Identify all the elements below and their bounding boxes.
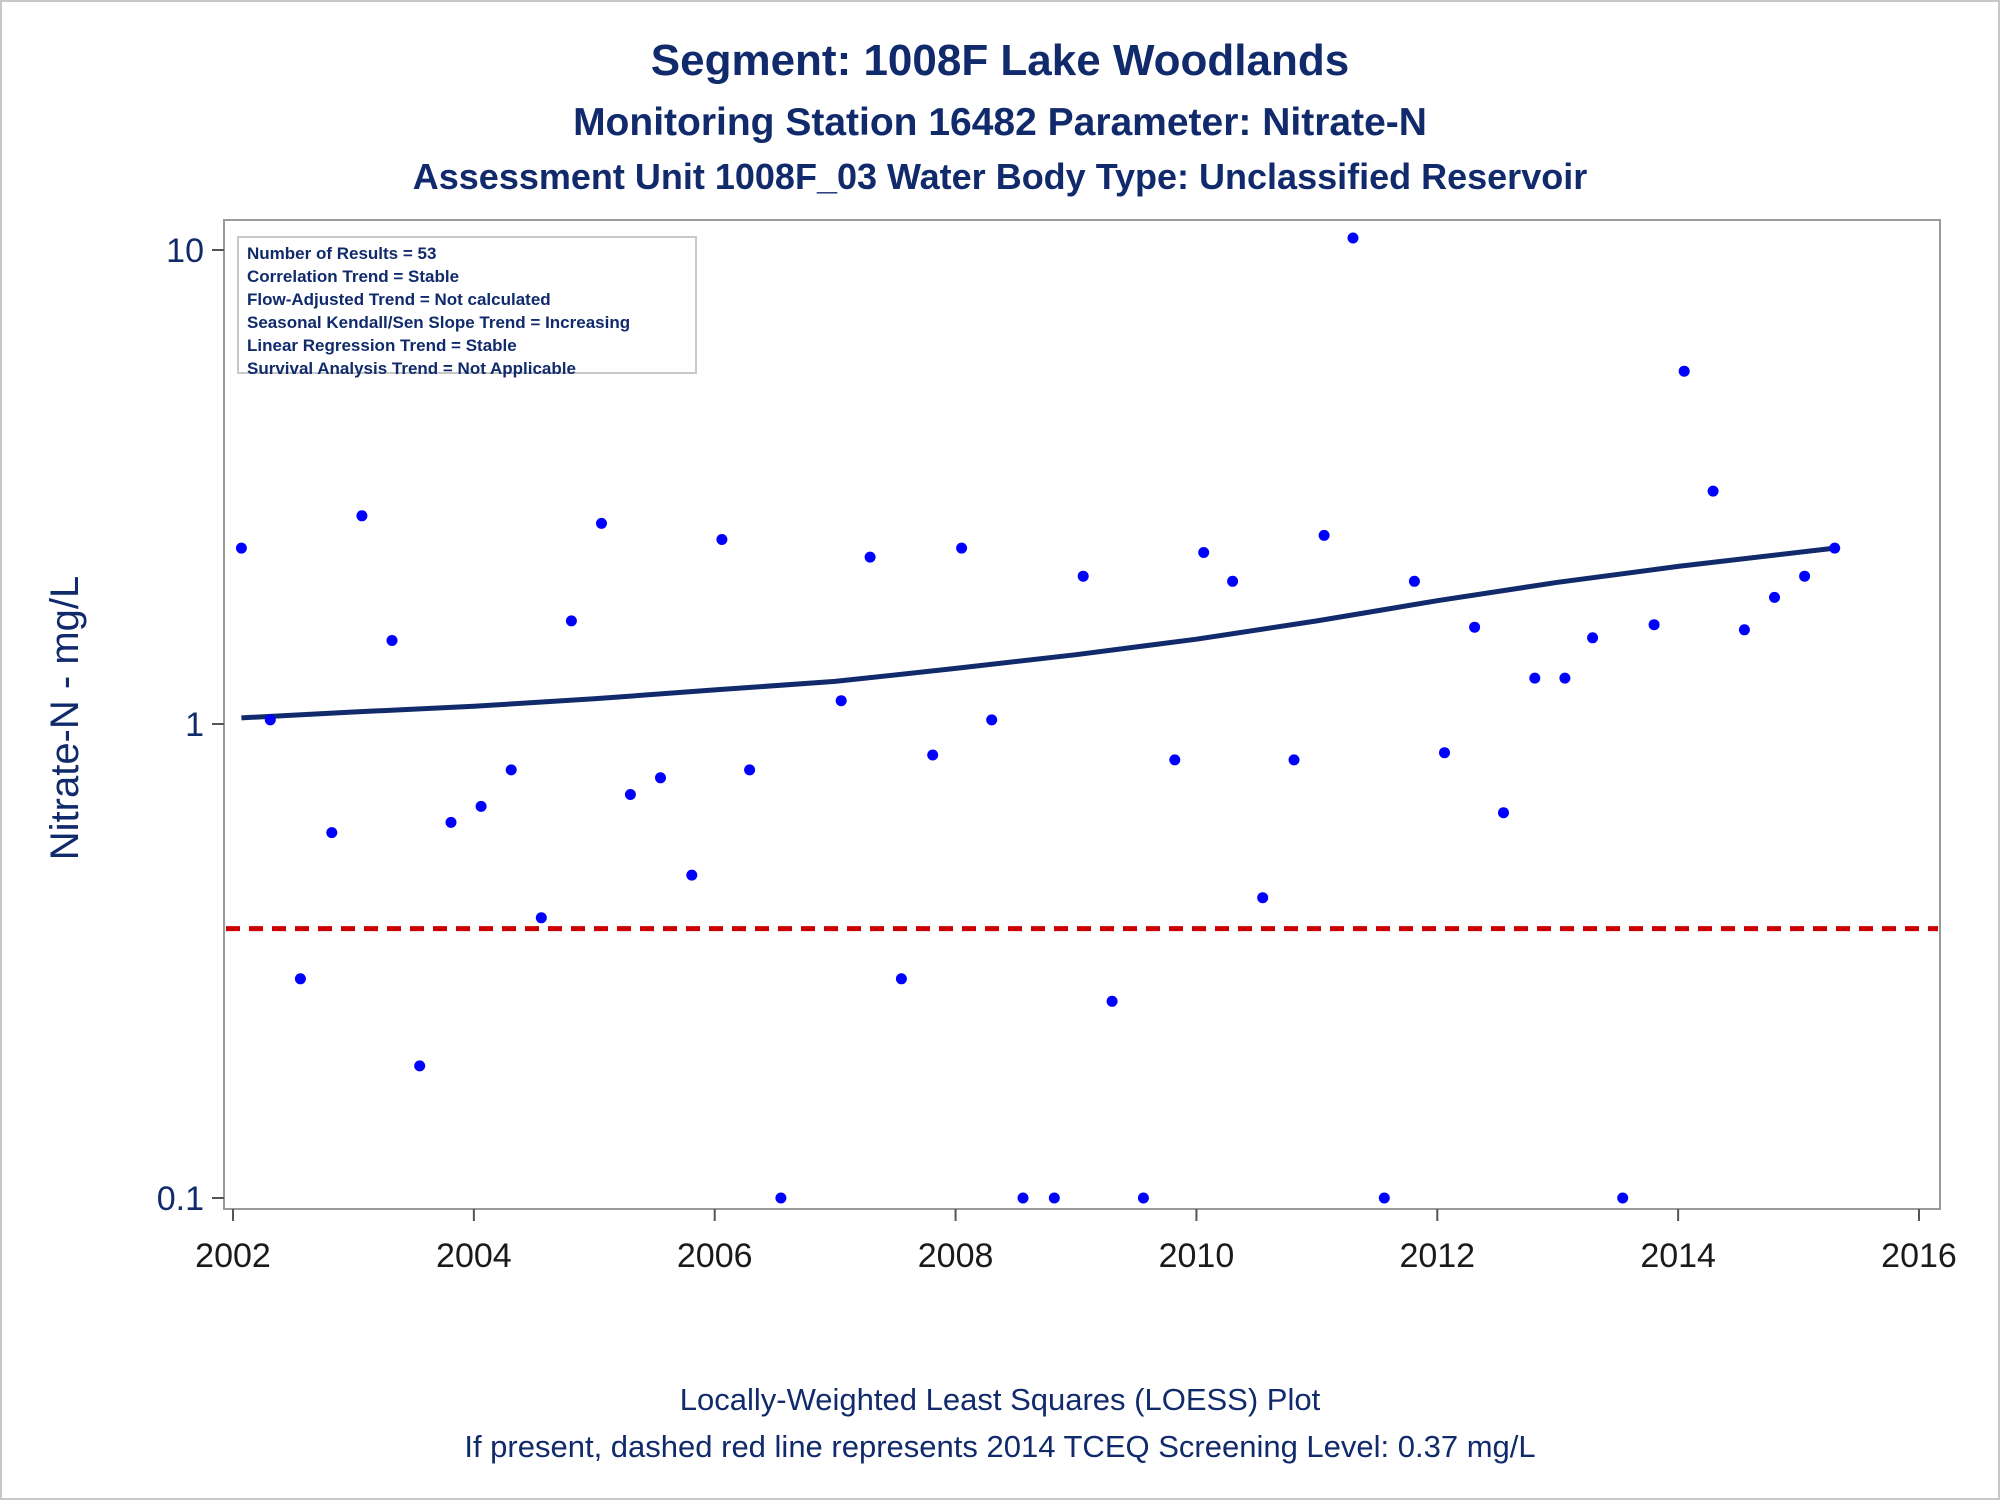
data-point: [1408, 575, 1420, 587]
stat-survival-analysis-trend: Survival Analysis Trend = Not Applicable: [247, 359, 576, 378]
stat-flow-adjusted-trend: Flow-Adjusted Trend = Not calculated: [247, 290, 551, 309]
chart-subtitle-assessment: Assessment Unit 1008F_03 Water Body Type…: [412, 156, 1588, 197]
data-point: [1288, 754, 1300, 766]
footer-loess-note: Locally-Weighted Least Squares (LOESS) P…: [679, 1382, 1321, 1417]
data-point: [1587, 632, 1599, 644]
data-point: [1048, 1192, 1060, 1204]
stat-number-of-results: Number of Results = 53: [247, 244, 437, 263]
data-point: [1707, 485, 1719, 497]
y-tick-label: 1: [185, 706, 204, 744]
x-tick-label: 2014: [1640, 1237, 1716, 1275]
stat-seasonal-kendall-trend: Seasonal Kendall/Sen Slope Trend = Incre…: [247, 313, 631, 332]
data-point: [895, 973, 907, 985]
data-point: [1617, 1192, 1629, 1204]
data-point: [927, 749, 939, 761]
x-tick-label: 2004: [436, 1237, 512, 1275]
data-point: [1678, 365, 1690, 377]
data-point: [986, 714, 998, 726]
x-tick-label: 2008: [918, 1237, 994, 1275]
x-tick-label: 2010: [1159, 1237, 1235, 1275]
data-point: [835, 695, 847, 707]
data-point: [686, 869, 698, 881]
y-tick-label: 0.1: [157, 1180, 204, 1218]
axes: 2002 2004 2006 2008 2010 2012 2014 2016 0.1 1 10: [157, 232, 1957, 1275]
data-point: [326, 827, 338, 839]
data-point: [596, 517, 607, 529]
data-point: [1169, 754, 1181, 766]
data-point: [744, 764, 756, 776]
data-point: [956, 542, 968, 554]
data-point: [1106, 995, 1118, 1007]
data-point: [1077, 570, 1089, 582]
data-point: [1469, 621, 1481, 633]
stat-linear-regression-trend: Linear Regression Trend = Stable: [247, 336, 517, 355]
data-point: [356, 510, 368, 522]
plot-area: [223, 219, 1941, 1210]
data-point: [1378, 1192, 1390, 1204]
data-point: [235, 542, 247, 554]
data-point: [565, 615, 577, 627]
data-point: [1257, 892, 1269, 904]
chart-subtitle-station: Monitoring Station 16482 Parameter: Nitr…: [573, 101, 1427, 144]
data-point: [1198, 547, 1210, 558]
data-point: [1799, 570, 1811, 582]
data-point: [505, 764, 517, 776]
data-point: [716, 534, 728, 545]
data-point: [1017, 1192, 1029, 1204]
data-point: [386, 635, 398, 646]
data-point: [775, 1192, 787, 1204]
loess-trend-line: [241, 545, 1835, 721]
y-tick-label: 10: [166, 232, 204, 270]
statistics-box: Number of Results = 53 Correlation Trend…: [237, 236, 697, 378]
x-tick-label: 2012: [1399, 1237, 1475, 1275]
data-point: [264, 714, 276, 726]
y-axis-label: Nitrate-N - mg/L: [43, 576, 87, 861]
data-points: [235, 232, 1841, 1204]
data-point: [1137, 1192, 1149, 1204]
data-point: [1829, 542, 1841, 554]
data-point: [535, 912, 547, 924]
data-point: [294, 973, 306, 985]
data-point: [1769, 591, 1780, 603]
data-point: [655, 772, 666, 784]
x-tick-label: 2006: [677, 1237, 753, 1275]
data-point: [1738, 624, 1750, 636]
data-point: [414, 1060, 426, 1072]
data-point: [864, 551, 876, 563]
data-point: [1439, 747, 1450, 759]
data-point: [1498, 807, 1509, 819]
data-point: [624, 789, 636, 800]
footer-screening-note: If present, dashed red line represents 2…: [464, 1429, 1536, 1464]
data-point: [1529, 672, 1541, 684]
x-tick-label: 2002: [195, 1237, 271, 1275]
stat-correlation-trend: Correlation Trend = Stable: [247, 267, 460, 286]
chart-title: Segment: 1008F Lake Woodlands: [650, 36, 1350, 85]
data-point: [475, 800, 487, 812]
data-point: [1648, 619, 1660, 631]
data-point: [1227, 575, 1239, 587]
x-tick-label: 2016: [1881, 1237, 1957, 1275]
data-point: [1318, 529, 1330, 541]
data-point: [445, 816, 457, 828]
data-point: [1347, 232, 1359, 244]
data-point: [1559, 672, 1571, 684]
